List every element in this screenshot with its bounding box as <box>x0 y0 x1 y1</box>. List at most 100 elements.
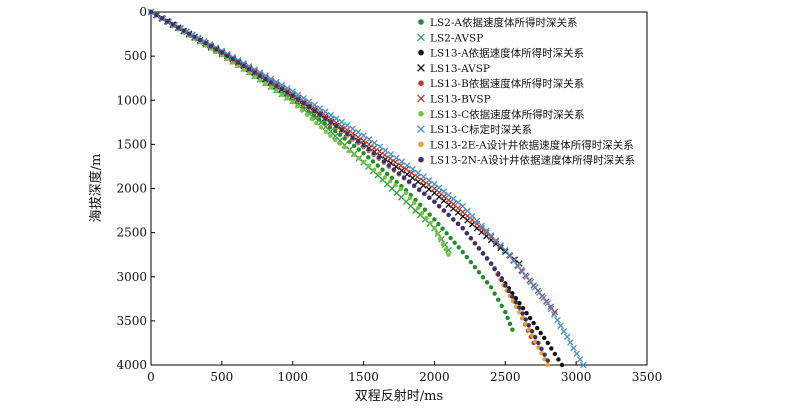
data-point <box>241 63 246 69</box>
data-point <box>560 328 568 335</box>
legend-label: LS13-C依据速度体所得时深关系 <box>430 108 585 121</box>
data-point <box>440 241 446 247</box>
data-point <box>428 220 433 226</box>
data-point <box>203 41 208 46</box>
data-point <box>186 31 192 37</box>
data-point <box>312 108 317 114</box>
data-point <box>273 78 280 86</box>
legend-marker <box>417 64 425 72</box>
data-point <box>236 63 241 69</box>
data-point <box>301 101 306 106</box>
data-point <box>347 148 352 154</box>
legend-marker <box>418 19 424 25</box>
data-point <box>343 126 351 134</box>
data-point <box>398 158 405 165</box>
data-point <box>432 199 437 204</box>
data-point <box>418 202 423 208</box>
x-tick-label: 2500 <box>490 370 521 384</box>
data-point <box>225 53 230 59</box>
data-point <box>333 128 338 134</box>
legend-item: LS13-C标定时深关系 <box>417 123 532 136</box>
legend-marker <box>418 156 424 163</box>
data-point <box>505 315 510 321</box>
data-point <box>473 217 481 225</box>
data-point <box>567 339 574 346</box>
data-point <box>420 173 427 180</box>
data-point <box>520 305 526 311</box>
data-point <box>354 133 362 141</box>
data-point <box>278 81 286 89</box>
data-point <box>267 75 275 83</box>
data-point <box>454 199 462 206</box>
data-point <box>468 259 474 265</box>
data-point <box>333 115 340 122</box>
data-point <box>492 291 497 296</box>
legend: LS2-A依据速度体所得时深关系 LS2-AVSP LS13-A依据速度体所得时深关… <box>417 16 635 167</box>
data-point <box>496 297 501 302</box>
data-point <box>531 320 536 326</box>
data-point <box>343 122 351 129</box>
data-point <box>436 203 442 209</box>
data-point <box>289 88 296 95</box>
data-point <box>356 156 362 161</box>
data-point <box>376 143 384 151</box>
y-tick-label: 0 <box>139 5 147 19</box>
data-point <box>257 73 263 79</box>
data-point <box>556 357 561 362</box>
data-point <box>256 69 264 76</box>
data-point <box>407 195 413 201</box>
data-point <box>545 358 550 363</box>
data-point <box>487 232 495 239</box>
data-point <box>365 141 373 148</box>
legend-marker <box>418 141 424 148</box>
data-point <box>262 72 269 80</box>
data-point <box>274 89 279 94</box>
data-point <box>197 37 203 43</box>
data-point <box>290 93 295 99</box>
y-tick-label: 500 <box>124 49 147 63</box>
data-point <box>328 133 333 138</box>
data-point <box>416 205 421 211</box>
data-point <box>527 278 535 286</box>
data-point <box>361 159 366 165</box>
data-point <box>492 237 500 244</box>
data-point <box>506 288 512 294</box>
data-point <box>503 283 508 288</box>
data-point <box>337 132 343 138</box>
data-point <box>552 351 558 357</box>
data-point <box>448 235 453 241</box>
data-point <box>311 101 318 109</box>
data-point <box>170 22 176 27</box>
data-point <box>517 301 522 306</box>
data-point <box>366 147 371 152</box>
data-point <box>519 268 526 275</box>
data-point <box>464 254 470 260</box>
data-point <box>513 299 519 305</box>
data-point <box>478 222 485 230</box>
data-point <box>257 78 263 83</box>
y-tick-label: 2500 <box>116 226 147 240</box>
data-point <box>563 333 571 341</box>
data-point <box>290 99 295 105</box>
data-point <box>246 71 252 76</box>
data-point <box>165 19 170 24</box>
legend-label: LS13-AVSP <box>430 63 490 75</box>
data-point <box>464 207 471 215</box>
legend-marker <box>417 125 425 133</box>
data-point <box>327 125 333 130</box>
data-point <box>540 294 547 302</box>
data-point <box>268 85 274 90</box>
data-point <box>480 275 486 280</box>
data-point <box>305 98 313 105</box>
data-point <box>327 111 335 119</box>
x-tick-label: 0 <box>147 370 155 384</box>
legend-marker <box>417 94 425 103</box>
data-point <box>451 217 456 222</box>
data-point <box>409 174 416 182</box>
data-point <box>417 187 422 192</box>
data-point <box>192 34 197 40</box>
data-point <box>208 44 214 49</box>
data-point <box>295 104 300 109</box>
data-point <box>529 328 535 334</box>
